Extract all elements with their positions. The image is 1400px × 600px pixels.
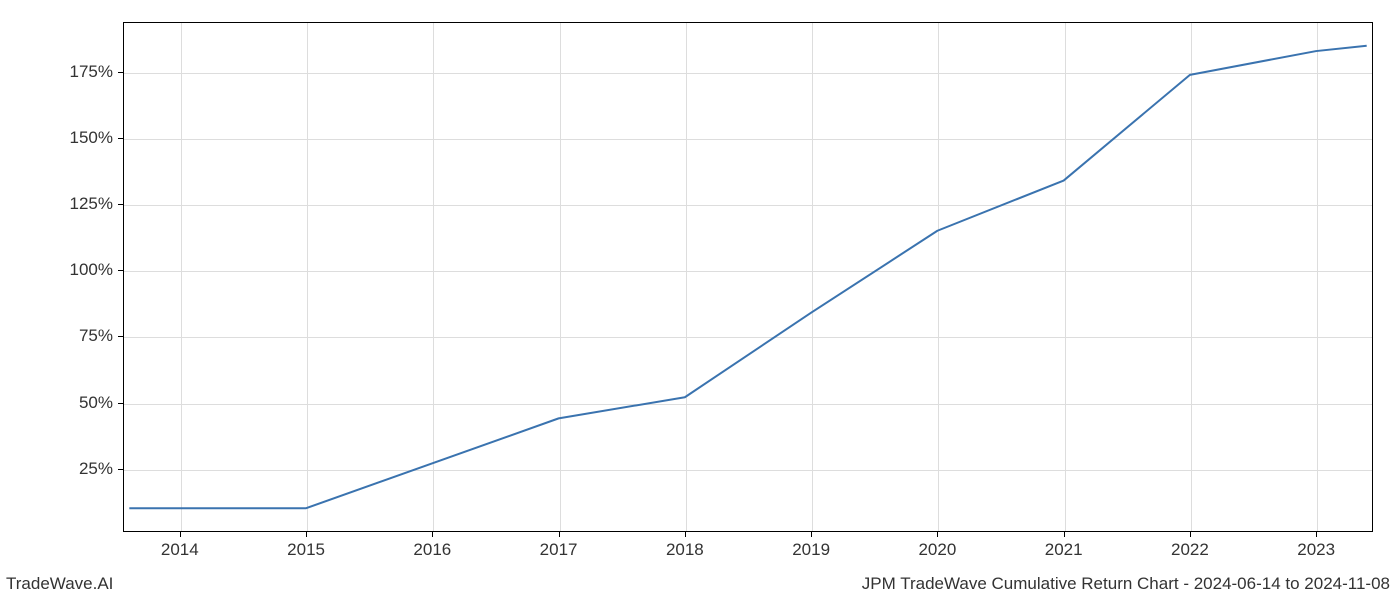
x-tick-label: 2023 (1297, 540, 1335, 560)
x-tick-label: 2017 (540, 540, 578, 560)
x-tick-label: 2022 (1171, 540, 1209, 560)
x-tick-label: 2021 (1045, 540, 1083, 560)
y-tick-mark (118, 72, 123, 73)
footer-caption-right: JPM TradeWave Cumulative Return Chart - … (862, 574, 1390, 594)
x-tick-mark (937, 532, 938, 537)
y-tick-label: 175% (70, 62, 113, 82)
x-tick-label: 2014 (161, 540, 199, 560)
y-tick-label: 50% (79, 393, 113, 413)
x-tick-mark (685, 532, 686, 537)
y-tick-mark (118, 270, 123, 271)
chart-line-series (0, 0, 1400, 600)
y-tick-label: 25% (79, 459, 113, 479)
x-tick-label: 2018 (666, 540, 704, 560)
x-tick-mark (559, 532, 560, 537)
series-line (129, 46, 1366, 508)
y-tick-mark (118, 204, 123, 205)
y-tick-mark (118, 469, 123, 470)
x-tick-mark (1064, 532, 1065, 537)
x-tick-mark (306, 532, 307, 537)
x-tick-mark (1190, 532, 1191, 537)
x-tick-mark (1316, 532, 1317, 537)
x-tick-label: 2016 (413, 540, 451, 560)
y-tick-label: 100% (70, 260, 113, 280)
x-tick-label: 2019 (792, 540, 830, 560)
x-tick-label: 2015 (287, 540, 325, 560)
y-tick-label: 125% (70, 194, 113, 214)
x-tick-mark (432, 532, 433, 537)
y-tick-label: 150% (70, 128, 113, 148)
y-tick-mark (118, 336, 123, 337)
footer-watermark-left: TradeWave.AI (6, 574, 113, 594)
x-tick-mark (811, 532, 812, 537)
y-tick-label: 75% (79, 326, 113, 346)
x-tick-mark (180, 532, 181, 537)
y-tick-mark (118, 403, 123, 404)
x-tick-label: 2020 (918, 540, 956, 560)
y-tick-mark (118, 138, 123, 139)
